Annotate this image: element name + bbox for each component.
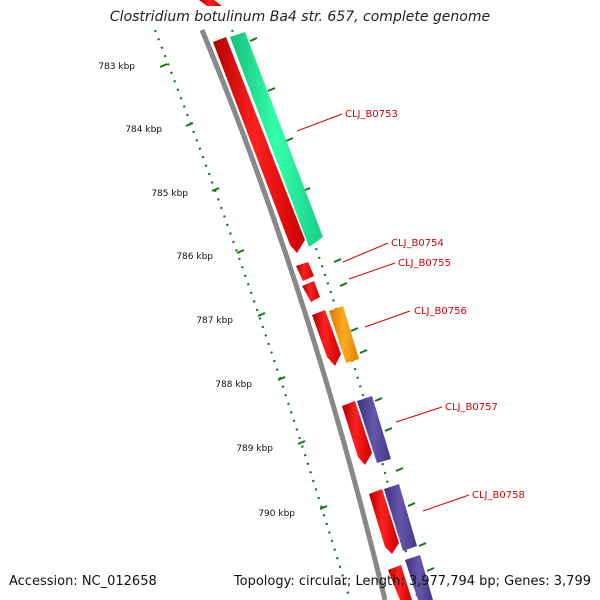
outer-track-tick — [249, 37, 258, 42]
kbp-labels: 783 kbp 784 kbp 785 kbp 786 kbp 787 kbp 788 k… — [98, 62, 295, 519]
scale-tick — [185, 122, 194, 127]
gene-cog-orange[interactable] — [329, 306, 359, 363]
gene-label[interactable]: CLJ_B0755 — [398, 258, 451, 269]
outer-track-tick — [339, 282, 348, 287]
gene-leader-lines — [296, 113, 470, 512]
scale-ticks — [159, 63, 328, 510]
scale-tick — [319, 505, 328, 510]
outer-track-tick — [267, 87, 276, 92]
gene-arrow[interactable] — [369, 489, 399, 554]
outer-track-tick — [426, 567, 435, 572]
accession-text: Accession: NC_012658 — [9, 574, 157, 589]
gene-cog-purple[interactable] — [384, 484, 417, 551]
gene-label[interactable]: CLJ_B0756 — [414, 306, 467, 317]
cog-genes — [230, 32, 433, 600]
outer-track-tick — [395, 467, 404, 472]
scale-dotted-track — [153, 29, 352, 600]
outer-track-tick — [418, 542, 427, 547]
scale-tick-label: 786 kbp — [176, 252, 213, 262]
scale-tick — [236, 249, 245, 254]
outer-track-tick — [384, 427, 393, 432]
gene-arrow[interactable] — [388, 565, 412, 600]
genome-summary-text: Topology: circular; Length: 3,977,794 bp… — [233, 574, 591, 589]
scale-tick-label: 785 kbp — [151, 189, 188, 199]
outer-track-tick — [374, 397, 383, 402]
genome-backbone — [199, 29, 388, 600]
scale-tick-label: 788 kbp — [215, 380, 252, 390]
scale-tick — [211, 187, 220, 192]
outer-track-tick — [359, 349, 368, 354]
scale-tick — [277, 376, 286, 381]
outer-track-tick — [407, 502, 416, 507]
gene-arrow[interactable] — [296, 262, 314, 281]
outer-track-tick — [285, 137, 294, 142]
outer-track-tick — [350, 327, 359, 332]
scale-tick-label: 783 kbp — [98, 62, 135, 72]
gene-label[interactable]: CLJ_B0754 — [391, 238, 444, 249]
scale-tick-label: 789 kbp — [236, 444, 273, 454]
gene-label[interactable]: CLJ_B0758 — [472, 490, 525, 501]
gene-label[interactable]: CLJ_B0753 — [345, 109, 398, 120]
gene-cog-green[interactable] — [230, 32, 323, 247]
outer-track-ticks — [249, 37, 435, 572]
scale-tick — [257, 312, 266, 317]
gene-arrow[interactable] — [302, 281, 320, 302]
scale-tick — [297, 440, 306, 445]
gene-label[interactable]: CLJ_B0757 — [445, 402, 498, 413]
forward-strand-genes — [199, 0, 412, 600]
scale-tick-label: 790 kbp — [258, 509, 295, 519]
gene-arrow[interactable] — [342, 401, 372, 465]
gene-arrow[interactable] — [199, 0, 222, 6]
scale-tick-label: 784 kbp — [125, 125, 162, 135]
map-title: Clostridium botulinum Ba4 str. 657, comp… — [109, 9, 491, 25]
gene-arrow[interactable] — [213, 37, 305, 253]
scale-tick — [159, 63, 168, 68]
scale-tick-label: 787 kbp — [196, 316, 233, 326]
gene-cog-purple[interactable] — [405, 555, 433, 600]
gene-cog-purple[interactable] — [357, 396, 391, 463]
gene-labels: CLJ_B0753 CLJ_B0754 CLJ_B0755 CLJ_B0756 CLJ_… — [345, 109, 525, 501]
outer-track-tick — [333, 258, 342, 263]
gene-arrow[interactable] — [312, 310, 341, 366]
